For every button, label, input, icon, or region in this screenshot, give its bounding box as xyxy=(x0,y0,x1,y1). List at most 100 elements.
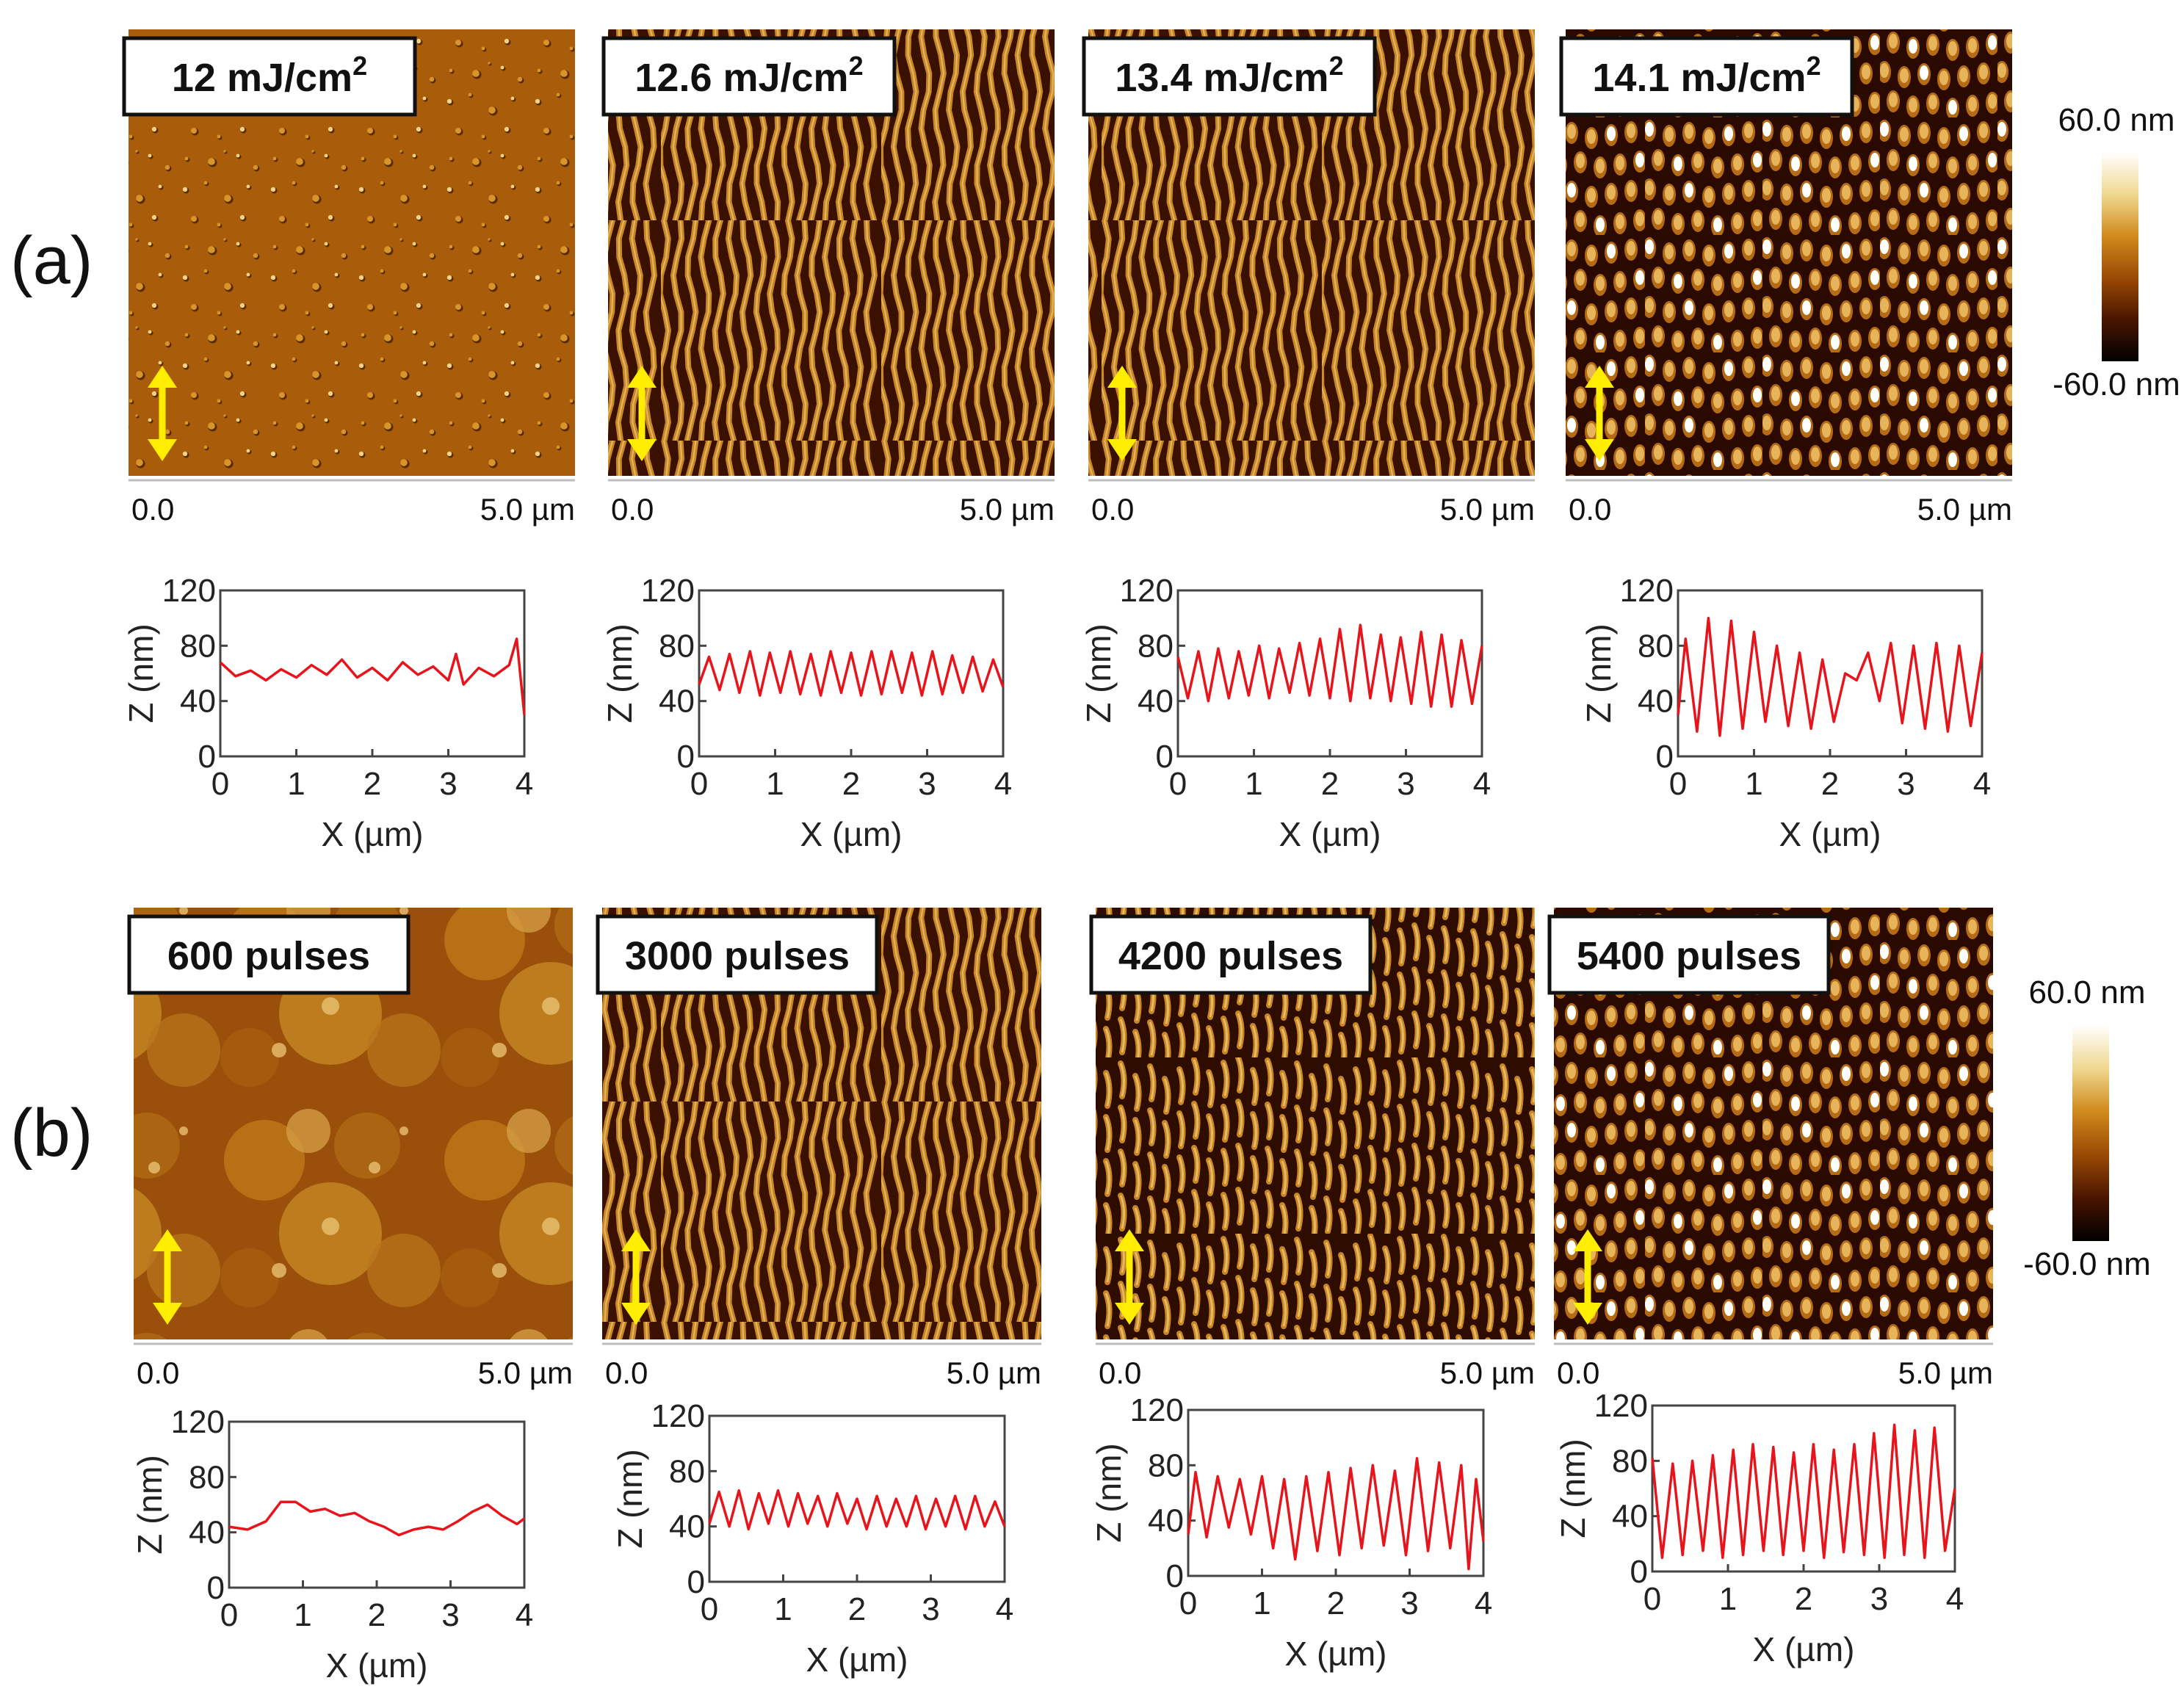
profile-line xyxy=(1651,1423,1956,1559)
x-tick-label: 1 xyxy=(1253,1585,1270,1621)
x-tick-label: 2 xyxy=(1795,1581,1812,1617)
y-tick-label: 0 xyxy=(1156,739,1174,775)
afm-panel: 0.0 5.0 µm 12.6 mJ/cm2 xyxy=(601,29,1055,527)
plot-frame xyxy=(1187,1408,1485,1577)
scale-end-label: 5.0 µm xyxy=(480,492,575,527)
plot-frame xyxy=(219,589,526,758)
colorbar-min-label: -60.0 nm xyxy=(2053,366,2180,402)
scale-start-label: 0.0 xyxy=(1557,1356,1599,1390)
x-tick-label: 3 xyxy=(1397,766,1414,802)
y-axis-label: Z (nm) xyxy=(1080,623,1118,723)
x-tick-label: 2 xyxy=(368,1597,386,1633)
y-tick-label: 0 xyxy=(198,739,216,775)
y-tick-label: 80 xyxy=(659,628,695,664)
y-tick-label: 120 xyxy=(641,573,695,609)
y-axis-label: Z (nm) xyxy=(601,623,639,723)
x-tick-label: 4 xyxy=(994,766,1012,802)
y-tick-label: 40 xyxy=(659,684,695,720)
x-tick-label: 0 xyxy=(1644,1581,1661,1617)
y-tick-label: 120 xyxy=(1594,1388,1648,1424)
y-tick-label: 40 xyxy=(189,1515,225,1551)
x-tick-label: 0 xyxy=(220,1597,238,1633)
y-tick-label: 80 xyxy=(1148,1447,1184,1483)
polarization-arrow-icon xyxy=(148,366,177,461)
panel-title: 12.6 mJ/cm2 xyxy=(634,51,863,100)
panel-title: 5400 pulses xyxy=(1577,934,1801,978)
scale-start-label: 0.0 xyxy=(1091,492,1134,527)
y-tick-label: 0 xyxy=(1656,739,1674,775)
x-tick-label: 1 xyxy=(1245,766,1262,802)
x-tick-label: 1 xyxy=(766,766,784,802)
plot-frame xyxy=(228,1420,526,1589)
plot-frame xyxy=(1677,589,1984,758)
y-tick-label: 40 xyxy=(1612,1499,1648,1535)
panel-title-box xyxy=(1559,36,1854,117)
scale-end-label: 5.0 µm xyxy=(1917,492,2012,527)
polarization-arrow-icon xyxy=(627,366,657,461)
panel-title: 4200 pulses xyxy=(1118,934,1343,978)
x-tick-label: 2 xyxy=(364,766,381,802)
x-tick-label: 0 xyxy=(1169,766,1187,802)
afm-panel: 0.0 5.0 µm 600 pulses xyxy=(127,908,573,1390)
afm-panel: 0.0 5.0 µm 4200 pulses xyxy=(1089,908,1535,1390)
scale-start-label: 0.0 xyxy=(1569,492,1611,527)
y-tick-label: 120 xyxy=(1620,573,1674,609)
x-tick-label: 1 xyxy=(774,1591,792,1627)
afm-panel: 0.0 5.0 µm 13.4 mJ/cm2 xyxy=(1082,29,1535,527)
colorbar-gradient xyxy=(2072,1025,2109,1241)
colorbar-gradient xyxy=(2102,153,2138,361)
scale-end-label: 5.0 µm xyxy=(960,492,1055,527)
colorbar: 60.0 nm -60.0 nm xyxy=(2023,974,2151,1282)
scale-end-label: 5.0 µm xyxy=(1440,1356,1535,1390)
polarization-arrow-icon xyxy=(621,1229,651,1325)
y-tick-label: 0 xyxy=(1166,1558,1184,1594)
x-tick-label: 3 xyxy=(441,1597,459,1633)
profile-line xyxy=(228,1500,526,1537)
polarization-arrow-icon xyxy=(1115,1229,1144,1325)
x-tick-label: 0 xyxy=(1179,1585,1197,1621)
colorbar-max-label: 60.0 nm xyxy=(2029,974,2146,1010)
y-tick-label: 120 xyxy=(1120,573,1174,609)
y-tick-label: 80 xyxy=(1638,628,1674,664)
x-tick-label: 0 xyxy=(1669,766,1687,802)
x-tick-label: 4 xyxy=(1473,766,1491,802)
y-tick-label: 120 xyxy=(1130,1392,1184,1428)
x-tick-label: 2 xyxy=(1321,766,1339,802)
panel-title-box xyxy=(127,914,411,995)
x-tick-label: 4 xyxy=(1475,1585,1492,1621)
panel-title-box xyxy=(1082,36,1377,117)
x-tick-label: 2 xyxy=(1327,1585,1345,1621)
x-tick-label: 1 xyxy=(1745,766,1762,802)
y-tick-label: 40 xyxy=(1638,684,1674,720)
panel-title-box xyxy=(122,36,417,117)
panel-title: 12 mJ/cm2 xyxy=(172,51,367,100)
y-tick-label: 0 xyxy=(207,1570,225,1606)
panel-title: 600 pulses xyxy=(167,934,370,978)
x-tick-label: 1 xyxy=(294,1597,311,1633)
plot-frame xyxy=(1176,589,1483,758)
x-axis-label: X (µm) xyxy=(1285,1635,1387,1673)
panel-title: 13.4 mJ/cm2 xyxy=(1115,51,1343,100)
afm-panel: 0.0 5.0 µm 14.1 mJ/cm2 xyxy=(1559,29,2012,527)
profile-line xyxy=(1677,616,1984,737)
y-tick-label: 40 xyxy=(1138,684,1174,720)
panel-title-box xyxy=(596,914,879,995)
polarization-arrow-icon xyxy=(1107,366,1137,461)
x-axis-label: X (µm) xyxy=(1779,815,1881,853)
panel-title-box xyxy=(1547,914,1831,995)
x-tick-label: 4 xyxy=(996,1591,1013,1627)
y-tick-label: 80 xyxy=(1138,628,1174,664)
y-axis-label: Z (nm) xyxy=(122,623,160,723)
panel-title-box xyxy=(1089,914,1373,995)
row-label: (b) xyxy=(10,1096,93,1171)
y-axis-label: Z (nm) xyxy=(1554,1439,1592,1538)
scale-start-label: 0.0 xyxy=(131,492,174,527)
x-tick-label: 1 xyxy=(287,766,305,802)
